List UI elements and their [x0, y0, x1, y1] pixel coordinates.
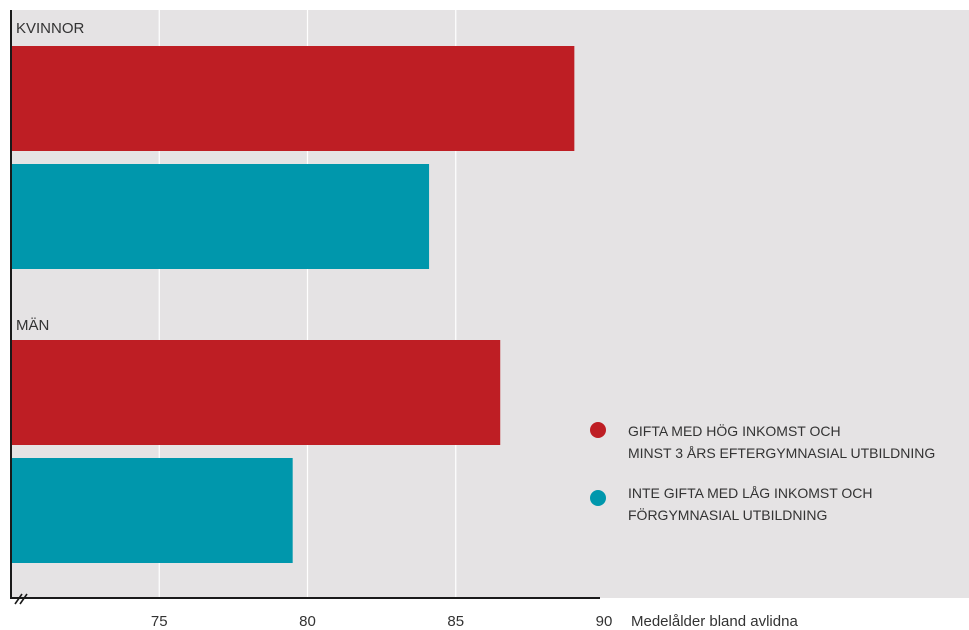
bar-män-series-1	[11, 340, 501, 445]
x-tick-label-75: 75	[151, 613, 168, 630]
x-tick-label-85: 85	[447, 613, 464, 630]
x-tick-label-80: 80	[299, 613, 316, 630]
legend-marker-inte-gifta	[590, 490, 606, 506]
legend-label-inte-gifta-line1: INTE GIFTA MED LÅG INKOMST OCH	[628, 485, 873, 501]
group-label-kvinnor: KVINNOR	[16, 20, 85, 37]
bar-kvinnor-series-1	[11, 46, 575, 151]
group-label-man: MÄN	[16, 317, 49, 334]
legend-marker-gifta	[590, 422, 606, 438]
legend-label-inte-gifta-line2: FÖRGYMNASIAL UTBILDNING	[628, 506, 827, 523]
legend-label-gifta-line1: GIFTA MED HÖG INKOMST OCH	[628, 422, 841, 439]
bars	[11, 46, 575, 563]
legend: GIFTA MED HÖG INKOMST OCH MINST 3 ÅRS EF…	[590, 422, 935, 523]
bar-kvinnor-series-2	[11, 164, 430, 269]
x-tick-labels: 75 80 85 90	[151, 613, 612, 630]
x-tick-label-90: 90	[596, 613, 613, 630]
legend-label-gifta-line2: MINST 3 ÅRS EFTERGYMNASIAL UTBILDNING	[628, 445, 935, 461]
axis-break-icon	[14, 593, 28, 605]
bar-män-series-2	[11, 458, 293, 563]
x-axis-title: Medelålder bland avlidna	[631, 613, 798, 630]
